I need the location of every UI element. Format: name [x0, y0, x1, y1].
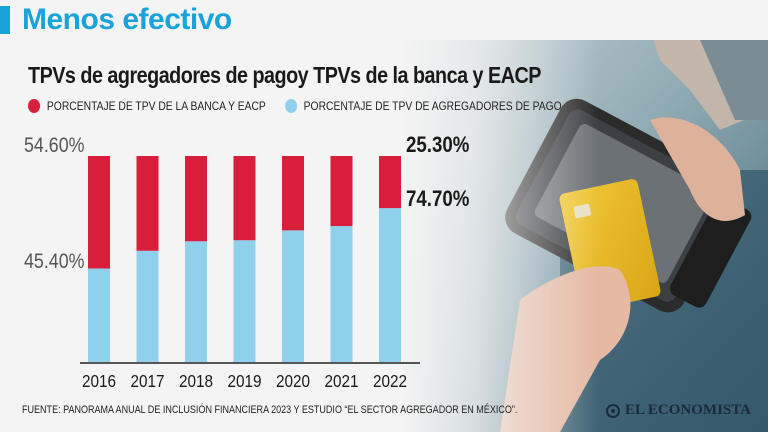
legend-dot-agregadores	[284, 99, 297, 113]
header-bar	[0, 0, 768, 40]
bar-banca-2019	[233, 156, 256, 241]
x-tick-2018: 2018	[179, 371, 213, 391]
source-note: FUENTE: PANORAMA ANUAL DE INCLUSIÓN FINA…	[22, 404, 518, 416]
legend: PORCENTAJE DE TPV DE LA BANCA Y EACP POR…	[28, 97, 581, 115]
legend-dot-banca	[28, 99, 41, 113]
brand-name: EL ECONOMISTA	[625, 402, 751, 418]
bar-banca-2020	[282, 156, 304, 231]
x-tick-2019: 2019	[227, 371, 261, 391]
chart-title: TPVs de agregadores de pagoy TPVs de la …	[28, 62, 541, 88]
bar-agregadores-2021	[330, 226, 353, 362]
brand-logo: EL ECONOMISTA	[606, 402, 751, 419]
x-tick-2020: 2020	[276, 371, 310, 391]
bar-agregadores-2019	[233, 240, 256, 362]
bar-banca-2017	[136, 156, 159, 251]
legend-item-banca: PORCENTAJE DE TPV DE LA BANCA Y EACP	[28, 99, 266, 113]
callout-agregadores: 74.70%	[406, 188, 469, 212]
bar-agregadores-2022	[379, 208, 401, 362]
x-tick-2021: 2021	[324, 371, 358, 391]
bar-banca-2021	[330, 156, 353, 227]
bar-banca-2022	[379, 156, 401, 209]
bar-agregadores-2016	[88, 268, 110, 362]
x-tick-2017: 2017	[130, 371, 164, 391]
legend-label-banca: PORCENTAJE DE TPV DE LA BANCA Y EACP	[46, 99, 266, 113]
y-label-bottom: 45.40%	[24, 250, 84, 274]
header-accent	[0, 6, 10, 34]
y-label-top: 54.60%	[24, 134, 84, 158]
x-tick-2016: 2016	[82, 371, 116, 391]
brand-mark-icon	[606, 403, 620, 418]
bar-agregadores-2017	[136, 250, 159, 362]
header-title: Menos efectivo	[22, 3, 232, 36]
callout-banca: 25.30%	[406, 134, 469, 158]
x-tick-2022: 2022	[373, 371, 407, 391]
bar-banca-2018	[185, 156, 207, 242]
bar-agregadores-2020	[282, 230, 304, 362]
bar-banca-2016	[88, 156, 110, 269]
bar-agregadores-2018	[185, 241, 207, 362]
legend-item-agregadores: PORCENTAJE DE TPV DE AGREGADORES DE PAGO	[284, 99, 562, 113]
legend-label-agregadores: PORCENTAJE DE TPV DE AGREGADORES DE PAGO	[303, 99, 562, 113]
stacked-bar-chart: 2016 2017 2018 2019 2020 2021 2022 54.60% 45.40%…	[24, 134, 469, 392]
